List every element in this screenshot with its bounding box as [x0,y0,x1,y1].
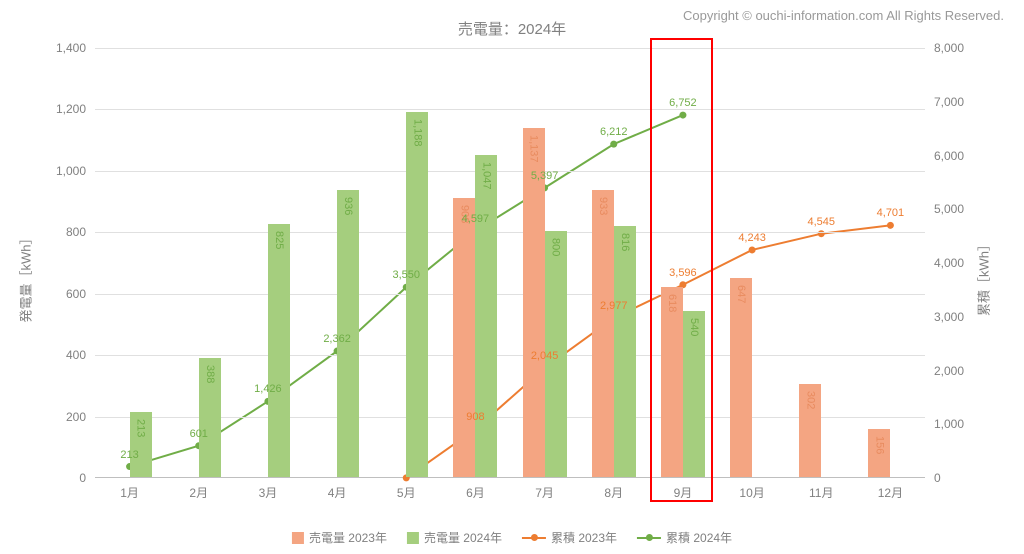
bar-value-label: 213 [135,419,147,437]
line-marker [818,230,825,237]
bar-value-label: 825 [273,231,285,249]
legend-marker-icon [531,534,538,541]
legend-label: 累積 2024年 [666,529,732,546]
gridline [95,171,925,172]
legend-item: 売電量 2023年 [292,529,387,546]
bar-value-label: 800 [550,238,562,256]
gridline [95,355,925,356]
y-tick-right: 2,000 [934,364,974,378]
y-tick-right: 3,000 [934,310,974,324]
line-value-label: 4,545 [807,216,835,228]
bar [268,224,290,477]
x-category-label: 1月 [120,484,139,501]
bar-value-label: 1,047 [480,162,492,190]
bar-value-label: 1,137 [528,135,540,163]
x-category-label: 8月 [604,484,623,501]
y-axis-left-label: 発電量［kWh］ [16,231,35,322]
bar [730,278,752,477]
highlight-box [650,38,713,502]
bar-value-label: 816 [619,233,631,251]
y-tick-right: 7,000 [934,95,974,109]
y-tick-left: 1,400 [46,41,86,55]
y-tick-right: 4,000 [934,256,974,270]
line-marker [749,246,756,253]
legend-swatch-icon [292,532,304,544]
line-value-label: 1,426 [254,383,282,395]
line-value-label: 908 [466,411,484,423]
copyright-text: Copyright © ouchi-information.com All Ri… [683,8,1004,23]
x-category-label: 3月 [259,484,278,501]
y-tick-right: 1,000 [934,417,974,431]
bar [592,190,614,477]
y-tick-left: 0 [46,471,86,485]
x-category-label: 2月 [189,484,208,501]
chart-title: 売電量：2024年 [458,18,566,39]
y-axis-right-label: 累積［kWh］ [973,238,992,316]
gridline [95,109,925,110]
line-value-label: 601 [190,428,208,440]
legend-label: 売電量 2024年 [424,529,502,546]
legend-marker-icon [646,534,653,541]
x-category-label: 4月 [328,484,347,501]
bar-value-label: 388 [204,365,216,383]
y-tick-left: 600 [46,287,86,301]
plot-area: 9081,1379336186473021562133888259361,188… [95,48,925,478]
y-tick-left: 1,200 [46,102,86,116]
line-value-label: 4,701 [877,207,905,219]
y-tick-right: 5,000 [934,202,974,216]
legend-item: 累積 2023年 [522,529,617,546]
y-tick-left: 1,000 [46,164,86,178]
gridline [95,294,925,295]
legend-item: 累積 2024年 [637,529,732,546]
y-tick-left: 200 [46,410,86,424]
bar-value-label: 1,188 [411,119,423,147]
x-category-label: 11月 [809,484,833,501]
y-tick-right: 0 [934,471,974,485]
line-value-label: 213 [120,449,138,461]
line-value-label: 2,045 [531,350,559,362]
line-value-label: 2,362 [323,333,351,345]
x-category-label: 7月 [535,484,554,501]
legend-swatch-icon [407,532,419,544]
bar [406,112,428,477]
x-category-label: 12月 [878,484,903,501]
bar-value-label: 936 [342,197,354,215]
x-category-label: 6月 [466,484,485,501]
line-marker [887,222,894,229]
gridline [95,232,925,233]
bar [453,198,475,477]
line-value-label: 4,597 [462,213,490,225]
bar [614,226,636,477]
line-value-label: 3,550 [392,269,420,281]
line-marker [610,141,617,148]
line-value-label: 2,977 [600,300,628,312]
bar [475,155,497,477]
gridline [95,48,925,49]
bar-value-label: 933 [597,197,609,215]
legend-line-icon [637,537,661,539]
legend: 売電量 2023年 売電量 2024年 累積 2023年 累積 2024年 [292,529,732,546]
bar-value-label: 302 [804,391,816,409]
line-value-label: 4,243 [738,232,766,244]
y-tick-left: 800 [46,225,86,239]
bar-value-label: 647 [735,285,747,303]
legend-label: 累積 2023年 [551,529,617,546]
y-tick-right: 6,000 [934,149,974,163]
x-category-label: 5月 [397,484,416,501]
legend-item: 売電量 2024年 [407,529,502,546]
x-category-label: 10月 [739,484,764,501]
y-tick-left: 400 [46,348,86,362]
line-value-label: 6,212 [600,126,628,138]
legend-label: 売電量 2023年 [309,529,387,546]
bar-value-label: 156 [873,436,885,454]
line-value-label: 5,397 [531,170,559,182]
legend-line-icon [522,537,546,539]
y-tick-right: 8,000 [934,41,974,55]
